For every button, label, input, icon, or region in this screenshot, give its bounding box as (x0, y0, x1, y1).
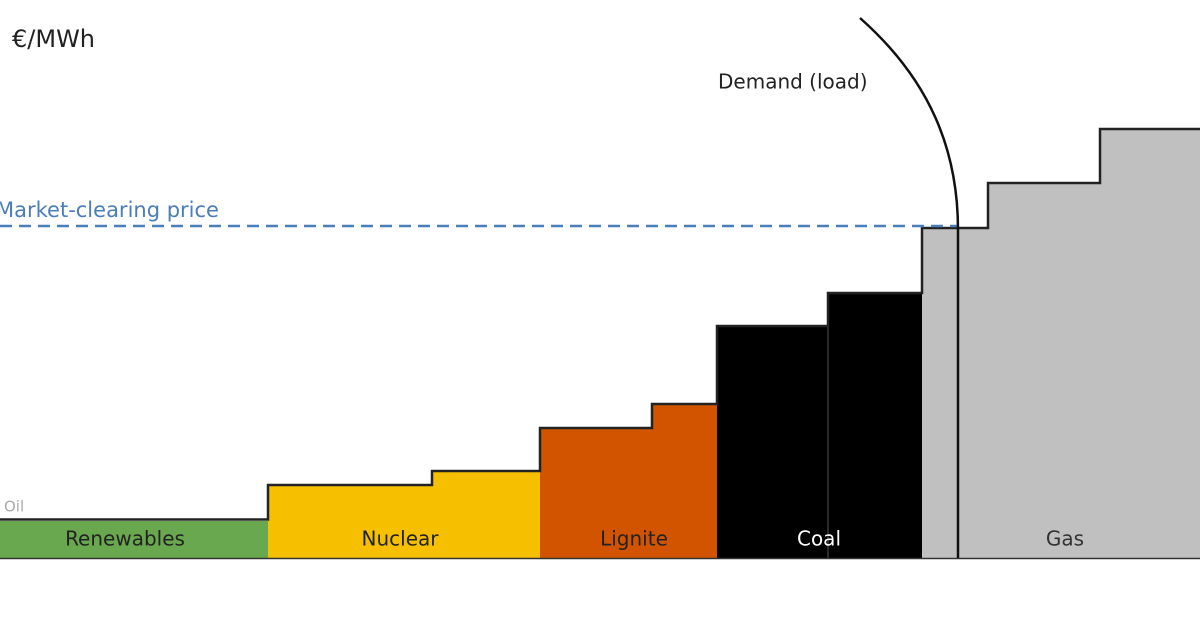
demand-curve (859, 17, 960, 558)
nuclear-block (268, 471, 540, 558)
coal-block (717, 293, 922, 558)
supply-curve (0, 127, 1200, 521)
price-label: Market-clearing price (0, 198, 219, 222)
y-axis-label: €/MWh (12, 25, 95, 53)
category-label: Coal (797, 527, 841, 551)
category-label: Lignite (600, 527, 668, 551)
renewables-block (0, 521, 268, 558)
gas-block (922, 129, 1200, 558)
category-label: Nuclear (362, 527, 440, 551)
demand-label: Demand (load) (718, 70, 868, 94)
oil-label: Oil (4, 498, 24, 516)
category-label: Gas (1046, 527, 1084, 551)
lignite-block (540, 404, 717, 558)
category-label: Renewables (65, 527, 185, 551)
